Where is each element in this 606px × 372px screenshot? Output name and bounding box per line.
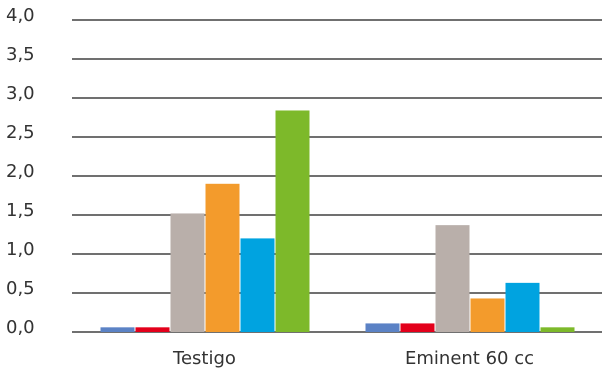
bar xyxy=(275,110,310,332)
bar xyxy=(470,298,505,332)
y-tick-label: 3,5 xyxy=(6,44,35,65)
y-tick-label: 1,5 xyxy=(6,200,35,221)
bar xyxy=(365,323,400,332)
y-tick-label: 0,5 xyxy=(6,278,35,299)
x-axis-labels: Testigo Eminent 60 cc xyxy=(172,348,534,369)
y-tick-label: 1,0 xyxy=(6,239,35,260)
bar xyxy=(240,238,275,332)
bar xyxy=(170,213,205,332)
y-tick-label: 2,5 xyxy=(6,122,35,143)
bar xyxy=(505,282,540,332)
bar xyxy=(100,327,135,332)
gridlines xyxy=(72,19,602,333)
bar xyxy=(400,323,435,332)
y-tick-label: 0,0 xyxy=(6,317,35,338)
y-axis-ticks: 0,0 0,5 1,0 1,5 2,0 2,5 3,0 3,5 4,0 xyxy=(6,5,35,338)
x-category-label: Eminent 60 cc xyxy=(405,348,534,369)
bar xyxy=(435,225,470,332)
bar xyxy=(540,327,575,332)
bar xyxy=(135,327,170,332)
y-tick-label: 4,0 xyxy=(6,5,35,26)
y-tick-label: 2,0 xyxy=(6,161,35,182)
y-tick-label: 3,0 xyxy=(6,83,35,104)
bar xyxy=(205,183,240,332)
bars xyxy=(100,110,575,332)
x-category-label: Testigo xyxy=(172,348,236,369)
